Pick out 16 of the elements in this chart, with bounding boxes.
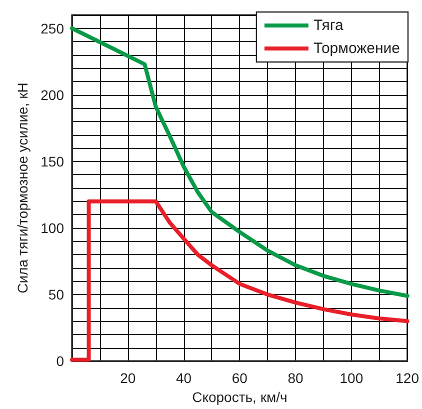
legend-label: Тяга — [313, 17, 344, 34]
y-tick-label: 0 — [56, 353, 64, 370]
x-tick-label: 100 — [340, 370, 364, 386]
y-tick-label: 150 — [40, 153, 64, 170]
x-tick-label: 60 — [232, 370, 248, 386]
x-tick-label: 80 — [288, 370, 304, 386]
y-tick-label: 250 — [40, 20, 64, 36]
y-axis-title: Сила тяги/тормозное усилие, кН — [14, 82, 31, 294]
y-tick-label: 200 — [40, 86, 64, 103]
y-tick-label: 50 — [48, 286, 64, 303]
x-axis-title: Скорость, км/ч — [192, 389, 288, 405]
x-tick-label: 40 — [176, 370, 192, 386]
y-tick-label: 100 — [40, 220, 64, 236]
x-tick-label: 120 — [396, 370, 420, 386]
legend-label: Торможение — [313, 40, 400, 57]
x-tick-label: 20 — [120, 370, 136, 386]
